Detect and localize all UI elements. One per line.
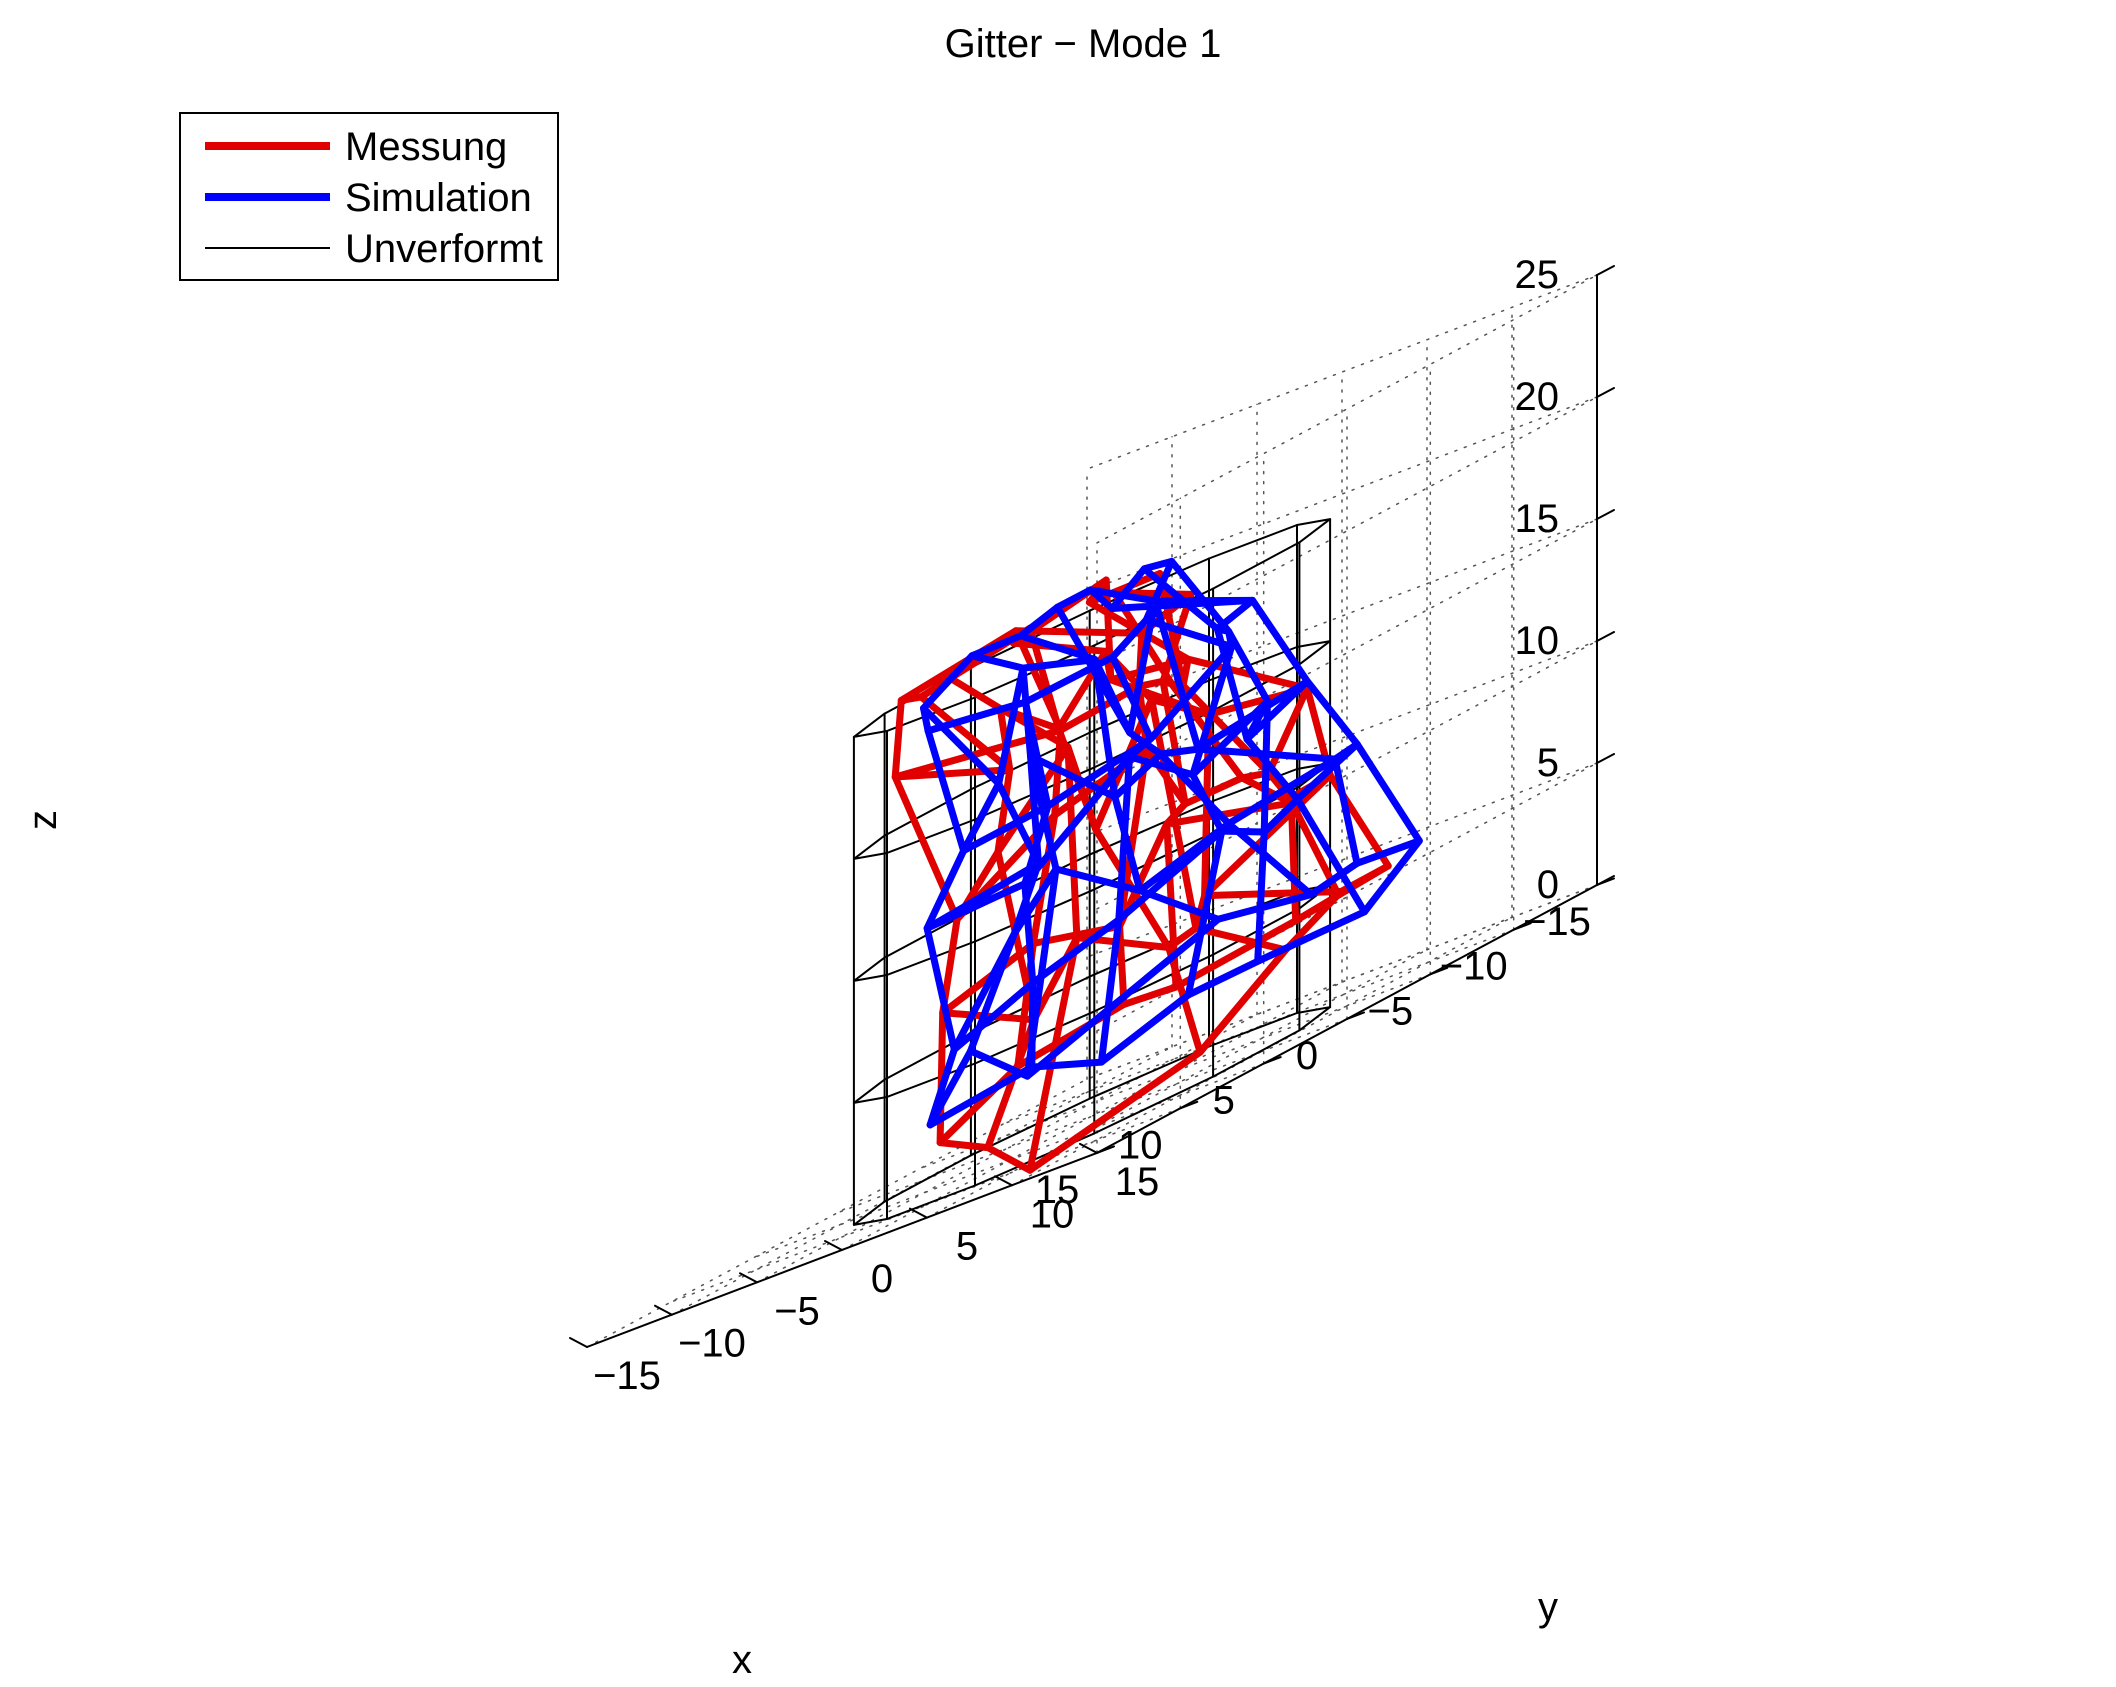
simulation-vertical xyxy=(1087,586,1361,867)
legend: Messung Simulation Unverformt xyxy=(179,112,559,281)
simulation-vertical xyxy=(1097,653,1155,1066)
z-tick-label: 0 xyxy=(1537,863,1559,907)
simulation-vertical xyxy=(1021,698,1052,1071)
grid-line-z xyxy=(1086,518,1598,714)
legend-label-unverformt: Unverformt xyxy=(345,227,543,271)
simulation-vertical xyxy=(1017,632,1222,923)
x-axis-label: x xyxy=(732,1638,752,1682)
z-tick-label: 15 xyxy=(1515,497,1560,541)
simulation-vertical xyxy=(968,652,1060,1080)
grid-line-z xyxy=(1096,396,1598,666)
simulation-vertical xyxy=(1168,557,1271,965)
z-tick-mark xyxy=(1596,875,1615,886)
series-simulation xyxy=(920,557,1423,1129)
simulation-vertical xyxy=(1053,603,1315,899)
simulation-vertical xyxy=(1142,616,1236,999)
grid-line-y xyxy=(671,1046,1173,1316)
y-tick-label: 15 xyxy=(1115,1160,1160,1204)
x-tick-label: −15 xyxy=(1523,900,1591,944)
series-unverformt xyxy=(852,518,1332,1226)
grid-line-x xyxy=(752,1062,1265,1259)
x-tick-mark xyxy=(1262,1056,1282,1065)
messung-vertical xyxy=(891,696,961,1147)
messung-vertical xyxy=(917,693,1038,1152)
y-tick-label: 10 xyxy=(1030,1192,1075,1236)
grid-line-x xyxy=(919,973,1432,1170)
simulation-vertical xyxy=(1140,565,1368,916)
grid-line-y xyxy=(586,1078,1088,1348)
z-tick-label: 25 xyxy=(1515,253,1560,297)
messung-vertical xyxy=(1026,624,1204,1056)
x-tick-label: −10 xyxy=(1440,945,1508,989)
x-tick-label: 15 xyxy=(1035,1168,1080,1212)
messung-vertical xyxy=(1085,598,1392,870)
y-tick-mark xyxy=(1079,1142,1098,1154)
grid-line-z xyxy=(1096,518,1598,788)
legend-label-messung: Messung xyxy=(345,125,507,169)
z-tick-mark xyxy=(1596,753,1615,764)
x-tick-mark xyxy=(1346,1011,1365,1020)
z-tick-mark xyxy=(1596,265,1615,276)
messung-vertical xyxy=(1010,639,1290,954)
grid-line-z xyxy=(1086,884,1598,1080)
grid-line-x xyxy=(669,1107,1182,1304)
z-tick-mark xyxy=(1596,509,1615,520)
x-tick-mark xyxy=(1179,1100,1199,1110)
grid-line-z xyxy=(1086,396,1598,592)
legend-label-simulation: Simulation xyxy=(345,176,532,220)
x-tick-mark xyxy=(1512,922,1532,931)
x-tick-mark xyxy=(1096,1145,1115,1154)
y-tick-label: 5 xyxy=(956,1225,978,1269)
messung-vertical xyxy=(946,674,1081,1174)
y-tick-mark xyxy=(994,1175,1013,1187)
x-tick-label: −5 xyxy=(1367,989,1413,1033)
z-tick-label: 20 xyxy=(1515,375,1560,419)
y-tick-mark xyxy=(569,1337,588,1348)
chart-title: Gitter − Mode 1 xyxy=(945,22,1222,66)
x-tick-mark xyxy=(1429,966,1449,976)
y-tick-label: −10 xyxy=(678,1322,746,1366)
y-tick-label: −5 xyxy=(774,1289,820,1333)
grid-line-z xyxy=(1096,640,1598,910)
messung-vertical xyxy=(1110,589,1300,925)
y-tick-mark xyxy=(654,1304,673,1316)
z-tick-label: 10 xyxy=(1515,619,1560,663)
grid-line-y xyxy=(756,1013,1258,1284)
z-axis-label: z xyxy=(21,810,65,830)
z-tick-mark xyxy=(1596,387,1615,398)
grid-line-z xyxy=(1096,762,1598,1032)
z-tick-label: 5 xyxy=(1537,741,1559,785)
y-tick-label: 0 xyxy=(871,1257,893,1301)
grid-line-z xyxy=(1086,274,1598,470)
simulation-vertical xyxy=(920,704,1042,1055)
grid-line-z xyxy=(1096,274,1598,544)
y-tick-label: −15 xyxy=(593,1354,661,1398)
z-tick-mark xyxy=(1596,631,1615,642)
simulation-vertical xyxy=(1108,596,1423,845)
x-tick-label: 0 xyxy=(1296,1034,1318,1078)
x-tick-label: 10 xyxy=(1118,1123,1163,1167)
x-tick-label: 5 xyxy=(1213,1079,1235,1123)
y-tick-mark xyxy=(824,1240,843,1251)
grid-line-x xyxy=(836,1018,1348,1214)
simulation-vertical xyxy=(923,727,968,1129)
grid-line-y xyxy=(1011,916,1513,1187)
grid-line-z xyxy=(1086,640,1598,836)
grid-line-z xyxy=(1086,762,1598,958)
y-axis-label: y xyxy=(1538,1585,1558,1629)
y-tick-mark xyxy=(739,1272,758,1284)
grid-line-y xyxy=(926,948,1428,1219)
